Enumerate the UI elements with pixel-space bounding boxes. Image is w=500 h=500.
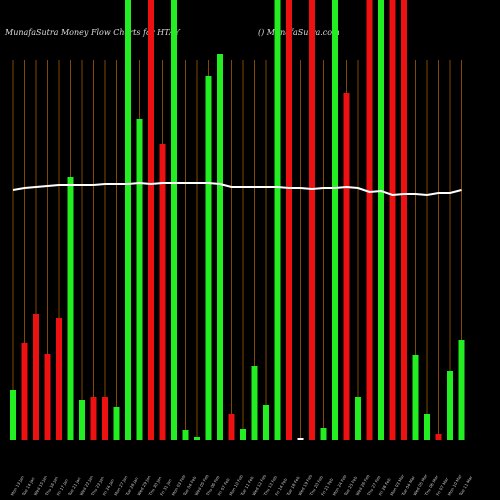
bar [148,0,154,440]
bar [355,397,361,440]
bar [44,354,51,440]
bar [366,0,373,440]
bar [171,0,177,440]
bar [90,397,97,440]
bar [343,93,350,440]
bar [320,428,327,440]
bar [79,400,85,440]
bar [274,0,281,440]
bar [56,318,62,440]
bar [217,54,223,440]
bar [378,0,384,440]
bar [263,405,269,440]
bar [251,366,258,440]
bar [21,343,28,440]
bar [205,76,212,440]
bar [389,0,396,440]
bar [309,0,315,440]
bar [332,0,338,440]
line [12,181,462,197]
bar [10,390,16,440]
chart-subtitle: () MunafaSutra.com [258,28,340,37]
bar [458,340,465,440]
bar [113,407,120,440]
bar [286,0,292,440]
bar [136,119,143,440]
bar [159,144,166,440]
bar [102,397,108,440]
bar [297,438,304,440]
chart-title: MunafaSutra Money Flow Charts for HTAY [4,28,180,37]
bar [424,414,430,440]
bar [194,437,200,440]
bar [33,314,39,440]
bar [67,177,74,440]
bar [240,429,246,440]
bar [182,430,189,440]
bar [401,0,407,440]
bar [125,0,131,440]
bar [412,355,419,440]
bar [228,414,235,440]
bar [435,434,442,440]
bar [447,371,453,440]
